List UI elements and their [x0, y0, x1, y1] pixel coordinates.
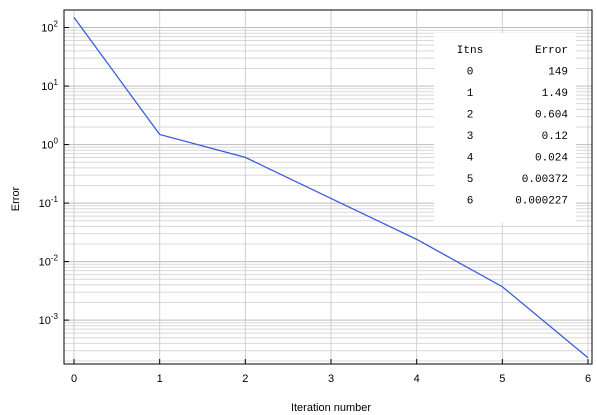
table-cell-error: 0.024 [535, 153, 568, 165]
axis-labels: Iteration number Error [10, 186, 371, 414]
y-tick-label: 10-1 [39, 195, 59, 210]
y-axis-label: Error [10, 186, 22, 211]
y-tick-label: 100 [41, 137, 58, 152]
table-header-error: Error [535, 45, 568, 57]
plot-frame [63, 9, 593, 365]
table-cell-itns: 1 [467, 88, 474, 100]
series-line [73, 17, 589, 359]
table-cell-itns: 0 [467, 67, 474, 79]
y-tick-label: 10-2 [39, 254, 59, 269]
x-tick-label: 5 [499, 373, 505, 385]
table-cell-itns: 5 [467, 174, 474, 186]
table-cell-itns: 6 [467, 196, 474, 208]
table-cell-error: 0.000227 [515, 196, 568, 208]
table-background [434, 33, 576, 223]
table-cell-error: 0.604 [535, 110, 568, 122]
error-table: Itns Error 0 149 1 1.49 2 0.604 3 0.12 4 0.024 5 0.00… [434, 33, 576, 223]
table-cell-itns: 4 [467, 153, 474, 165]
table-cell-error: 0.00372 [522, 174, 568, 186]
x-axis-label: Iteration number [291, 402, 371, 414]
y-tick-label: 10-3 [39, 312, 59, 327]
table-cell-error: 149 [548, 67, 568, 79]
x-tick-label: 4 [414, 373, 420, 385]
x-tick-label: 1 [157, 373, 163, 385]
table-cell-error: 1.49 [542, 88, 568, 100]
table-cell-error: 0.12 [542, 131, 568, 143]
y-tick-label: 102 [41, 20, 58, 35]
x-tick-label: 6 [585, 373, 591, 385]
x-tick-label: 3 [328, 373, 334, 385]
table-header-itns: Itns [457, 45, 483, 57]
x-tick-label: 0 [71, 373, 77, 385]
y-tick-label: 101 [41, 78, 58, 93]
table-cell-itns: 2 [467, 110, 474, 122]
x-tick-label: 2 [242, 373, 248, 385]
table-cell-itns: 3 [467, 131, 474, 143]
